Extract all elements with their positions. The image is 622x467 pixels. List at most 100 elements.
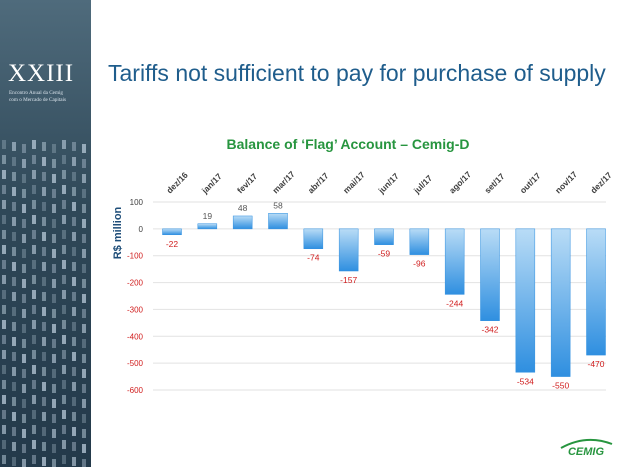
window-tile xyxy=(12,427,16,436)
window-tile xyxy=(42,142,46,151)
window-tile xyxy=(52,159,56,168)
window-tile xyxy=(22,459,26,467)
window-tile xyxy=(62,200,66,209)
window-tile xyxy=(72,292,76,301)
window-tile xyxy=(62,245,66,254)
window-tile xyxy=(2,350,6,359)
window-tile xyxy=(2,365,6,374)
window-tile xyxy=(32,185,36,194)
window-tile xyxy=(72,397,76,406)
window-tile xyxy=(62,305,66,314)
window-tile xyxy=(52,174,56,183)
window-tile xyxy=(72,247,76,256)
window-tile xyxy=(22,264,26,273)
window-tile xyxy=(42,277,46,286)
window-tile xyxy=(42,307,46,316)
window-tile xyxy=(42,337,46,346)
window-tile xyxy=(52,444,56,453)
window-tile xyxy=(42,247,46,256)
window-tile xyxy=(22,399,26,408)
window-tile xyxy=(72,367,76,376)
window-tile xyxy=(32,365,36,374)
window-tile xyxy=(2,170,6,179)
window-tile xyxy=(62,215,66,224)
window-tile xyxy=(32,350,36,359)
window-tile xyxy=(82,204,86,213)
bar-out-17 xyxy=(515,228,536,373)
y-tick-label: -500 xyxy=(127,359,144,368)
bar-set-17 xyxy=(480,228,500,321)
window-tile xyxy=(82,354,86,363)
window-tile xyxy=(2,320,6,329)
window-tile xyxy=(2,260,6,269)
x-tick-label: jan/17 xyxy=(199,171,224,196)
y-tick-label: -300 xyxy=(127,305,144,314)
window-tile xyxy=(22,294,26,303)
window-tile xyxy=(52,219,56,228)
window-tile xyxy=(32,425,36,434)
window-tile xyxy=(22,144,26,153)
window-tile xyxy=(62,425,66,434)
data-label: -342 xyxy=(481,325,498,335)
window-tile xyxy=(82,339,86,348)
window-tile xyxy=(82,249,86,258)
bar-jan-17 xyxy=(197,223,218,230)
y-tick-label: 0 xyxy=(139,225,144,234)
window-tile xyxy=(62,455,66,464)
y-tick-label: 100 xyxy=(130,198,144,207)
window-tile xyxy=(82,399,86,408)
window-tile xyxy=(32,440,36,449)
window-tile xyxy=(82,384,86,393)
data-label: -74 xyxy=(307,253,320,263)
window-tile xyxy=(12,157,16,166)
data-label: -550 xyxy=(552,381,569,391)
slide-title: Tariffs not sufficient to pay for purcha… xyxy=(108,60,606,86)
window-tile xyxy=(72,337,76,346)
window-tile xyxy=(62,275,66,284)
x-tick-label: abr/17 xyxy=(306,170,331,195)
window-tile xyxy=(72,142,76,151)
window-tile xyxy=(12,247,16,256)
window-tile xyxy=(82,174,86,183)
window-tile xyxy=(22,219,26,228)
window-tile xyxy=(42,322,46,331)
window-tile xyxy=(2,440,6,449)
window-tile xyxy=(12,442,16,451)
x-tick-label: dez/17 xyxy=(588,170,614,196)
window-tile xyxy=(12,382,16,391)
window-tile xyxy=(12,337,16,346)
window-tile xyxy=(12,142,16,151)
x-tick-label: dez/16 xyxy=(164,170,190,196)
window-tile xyxy=(42,202,46,211)
data-label: -534 xyxy=(517,376,534,386)
x-tick-label: out/17 xyxy=(518,170,543,195)
window-tile xyxy=(52,144,56,153)
window-tile xyxy=(42,412,46,421)
window-tile xyxy=(32,170,36,179)
window-tile xyxy=(42,352,46,361)
window-tile xyxy=(52,459,56,467)
x-tick-label: set/17 xyxy=(482,171,506,195)
window-tile xyxy=(22,339,26,348)
data-label: -157 xyxy=(340,275,357,285)
window-tile xyxy=(32,455,36,464)
window-tile xyxy=(22,324,26,333)
x-tick-label: jul/17 xyxy=(411,173,434,196)
window-tile xyxy=(82,294,86,303)
bar-abr-17 xyxy=(303,228,324,249)
x-tick-labels: dez/16 jan/17 fev/17 mar/17 abr/17 mai/17 jun/… xyxy=(164,169,614,196)
data-label: -244 xyxy=(446,298,463,308)
window-tile xyxy=(82,144,86,153)
window-tile xyxy=(22,429,26,438)
bar-dez-17 xyxy=(586,228,606,356)
window-tile xyxy=(82,189,86,198)
window-tile xyxy=(82,369,86,378)
window-tile xyxy=(72,442,76,451)
y-tick-label: -200 xyxy=(127,279,144,288)
window-tile xyxy=(62,185,66,194)
x-tick-label: ago/17 xyxy=(447,169,473,195)
window-tile xyxy=(62,320,66,329)
window-tile xyxy=(32,305,36,314)
bar-fev-17 xyxy=(232,215,253,230)
